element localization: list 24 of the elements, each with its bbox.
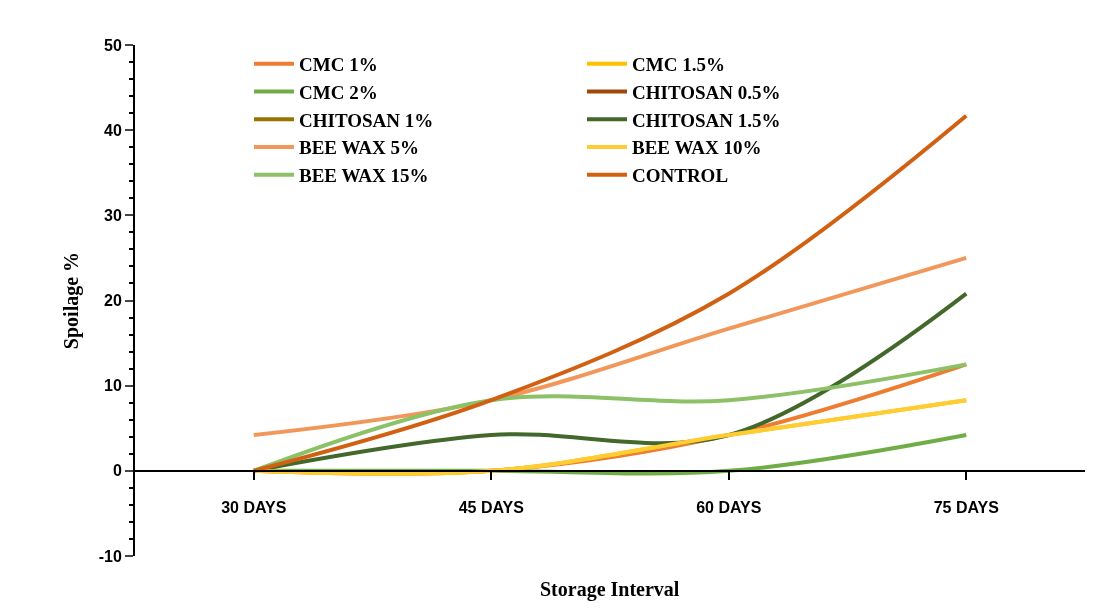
y-tick-label: 40: [104, 121, 122, 139]
x-tick-label: 45 DAYS: [458, 499, 525, 517]
y-tick-label: 0: [112, 462, 122, 480]
legend-label: CHITOSAN 1.5%: [632, 109, 781, 131]
x-tick-label: 60 DAYS: [696, 499, 762, 517]
legend-label: BEE WAX 15%: [299, 165, 429, 187]
line-series: [251, 113, 969, 473]
y-tick-label: 20: [104, 292, 122, 310]
x-axis-title: Storage Interval: [540, 578, 680, 601]
legend-label: CMC 1%: [299, 54, 378, 76]
y-tick-label: -10: [98, 547, 122, 565]
y-tick-label: 50: [104, 36, 122, 54]
legend-label: BEE WAX 5%: [299, 137, 420, 159]
legend-label: CHITOSAN 1%: [299, 109, 434, 131]
legend-label: CHITOSAN 0.5%: [632, 81, 781, 103]
x-tick-label: 75 DAYS: [933, 499, 1000, 517]
x-tick-label: 30 DAYS: [221, 499, 287, 517]
legend-label: CONTROL: [632, 165, 729, 187]
legend-label: CMC 2%: [299, 81, 378, 103]
y-tick-label: 30: [104, 206, 122, 224]
y-axis-title: Spoilage %: [59, 251, 83, 350]
legend-label: BEE WAX 10%: [632, 137, 762, 159]
y-tick-label: 10: [104, 377, 122, 395]
legend-label: CMC 1.5%: [632, 54, 725, 76]
